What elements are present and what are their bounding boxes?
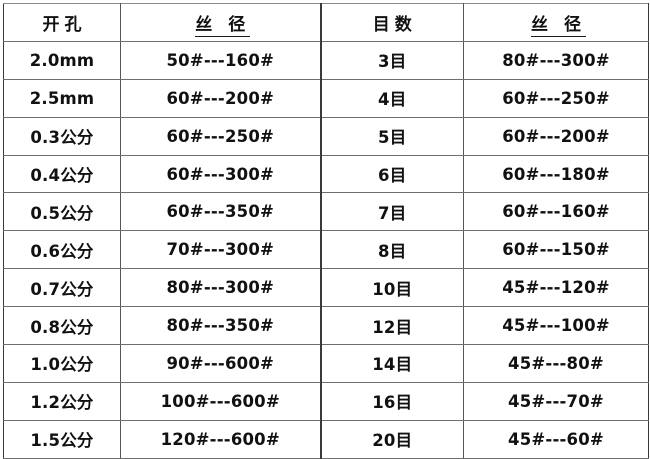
cell-mesh-count: 12目 [320,306,464,346]
cell-aperture: 0.5公分 [3,192,121,232]
cell-wire-diameter-right: 45#---60# [463,419,649,459]
cell-mesh-count: 6目 [320,154,464,194]
column-header-wire-diameter-left: 丝 径 [120,3,322,42]
table-row: 1.2公分 100#---600# 16目 45#---70# [3,381,649,421]
cell-mesh-count: 5目 [320,116,464,156]
cell-wire-diameter-left: 120#---600# [120,419,322,459]
column-header-wire-diameter-right: 丝 径 [463,3,649,42]
cell-wire-diameter-left: 90#---600# [120,344,322,383]
table-row: 0.7公分 80#---300# 10目 45#---120# [3,268,649,308]
cell-wire-diameter-right: 60#---250# [463,78,649,118]
cell-mesh-count: 14目 [320,344,464,383]
column-header-label: 丝 径 [531,14,586,37]
specification-table-container: 开孔丝 径目数丝 径 2.0mm 50#---160# 3目 80#---300# 2.5… [3,3,649,459]
cell-wire-diameter-right: 60#---180# [463,154,649,194]
cell-mesh-count: 16目 [320,381,464,421]
cell-mesh-count: 8目 [320,230,464,270]
cell-wire-diameter-left: 60#---200# [120,78,322,118]
cell-aperture: 1.2公分 [3,381,121,421]
cell-wire-diameter-right: 60#---150# [463,230,649,270]
column-header-label: 目数 [372,14,417,35]
cell-mesh-count: 20目 [320,419,464,459]
cell-mesh-count: 3目 [320,40,464,80]
cell-mesh-count: 4目 [320,78,464,118]
cell-wire-diameter-left: 50#---160# [120,40,322,80]
cell-mesh-count: 7目 [320,192,464,232]
column-header-aperture: 开孔 [3,3,121,42]
cell-mesh-count: 10目 [320,268,464,308]
table-header-row: 开孔 丝 径 目数 丝 径 [3,3,649,42]
table-row: 2.0mm 50#---160# 3目 80#---300# [3,40,649,80]
cell-wire-diameter-left: 100#---600# [120,381,322,421]
cell-wire-diameter-right: 45#---80# [463,344,649,383]
cell-aperture: 0.7公分 [3,268,121,308]
table-row: 0.5公分 60#---350# 7目 60#---160# [3,192,649,232]
cell-wire-diameter-left: 70#---300# [120,230,322,270]
cell-aperture: 1.0公分 [3,344,121,383]
table-row: 0.4公分 60#---300# 6目 60#---180# [3,154,649,194]
cell-wire-diameter-left: 80#---300# [120,268,322,308]
cell-wire-diameter-left: 60#---350# [120,192,322,232]
column-header-mesh-count: 目数 [320,3,464,42]
cell-aperture: 2.0mm [3,40,121,80]
cell-wire-diameter-right: 45#---120# [463,268,649,308]
cell-aperture: 2.5mm [3,78,121,118]
cell-aperture: 0.4公分 [3,154,121,194]
cell-wire-diameter-right: 45#---70# [463,381,649,421]
cell-wire-diameter-left: 60#---300# [120,154,322,194]
mesh-specification-table: 开孔丝 径目数丝 径 2.0mm 50#---160# 3目 80#---300# 2.5… [3,3,649,459]
cell-wire-diameter-right: 80#---300# [463,40,649,80]
cell-aperture: 0.6公分 [3,230,121,270]
cell-aperture: 1.5公分 [3,419,121,459]
cell-wire-diameter-left: 80#---350# [120,306,322,346]
cell-wire-diameter-left: 60#---250# [120,116,322,156]
table-row: 0.6公分 70#---300# 8目 60#---150# [3,230,649,270]
table-row: 1.5公分 120#---600# 20目 45#---60# [3,419,649,459]
table-row: 0.3公分 60#---250# 5目 60#---200# [3,116,649,156]
table-row: 2.5mm 60#---200# 4目 60#---250# [3,78,649,118]
table-row: 0.8公分 80#---350# 12目 45#---100# [3,306,649,346]
column-header-label: 开孔 [42,14,87,35]
cell-aperture: 0.8公分 [3,306,121,346]
column-header-label: 丝 径 [195,14,251,37]
cell-wire-diameter-right: 45#---100# [463,306,649,346]
table-row: 1.0公分 90#---600# 14目 45#---80# [3,344,649,383]
cell-aperture: 0.3公分 [3,116,121,156]
cell-wire-diameter-right: 60#---160# [463,192,649,232]
cell-wire-diameter-right: 60#---200# [463,116,649,156]
